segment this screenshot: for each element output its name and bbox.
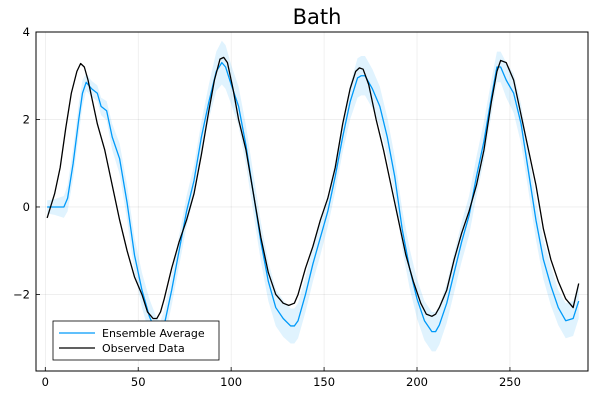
series-layer: [46, 56, 580, 337]
y-tick-label: 0: [23, 200, 30, 214]
legend: Ensemble Average Observed Data: [52, 320, 220, 361]
y-tick-label: −2: [13, 287, 30, 301]
x-tick-label: 100: [220, 375, 242, 389]
axis-ticks: 0 50 100 150 200 250 −2 0 2 4: [13, 25, 521, 389]
legend-label-0: Ensemble Average: [102, 327, 205, 340]
x-tick-label: 150: [313, 375, 335, 389]
y-tick-label: 4: [23, 25, 30, 39]
legend-label-1: Observed Data: [102, 342, 185, 355]
legend-box: [52, 320, 220, 361]
x-tick-label: 200: [406, 375, 428, 389]
confidence-band: [47, 40, 579, 352]
chart-title: Bath: [293, 5, 342, 29]
plot-frame: [35, 31, 589, 372]
x-tick-label: 250: [499, 375, 521, 389]
x-tick-label: 0: [42, 375, 49, 389]
y-tick-label: 2: [23, 112, 30, 126]
series-line-1: [46, 56, 580, 320]
series-line-0: [47, 61, 580, 337]
x-tick-label: 50: [131, 375, 146, 389]
confidence-band-layer: [47, 40, 579, 352]
